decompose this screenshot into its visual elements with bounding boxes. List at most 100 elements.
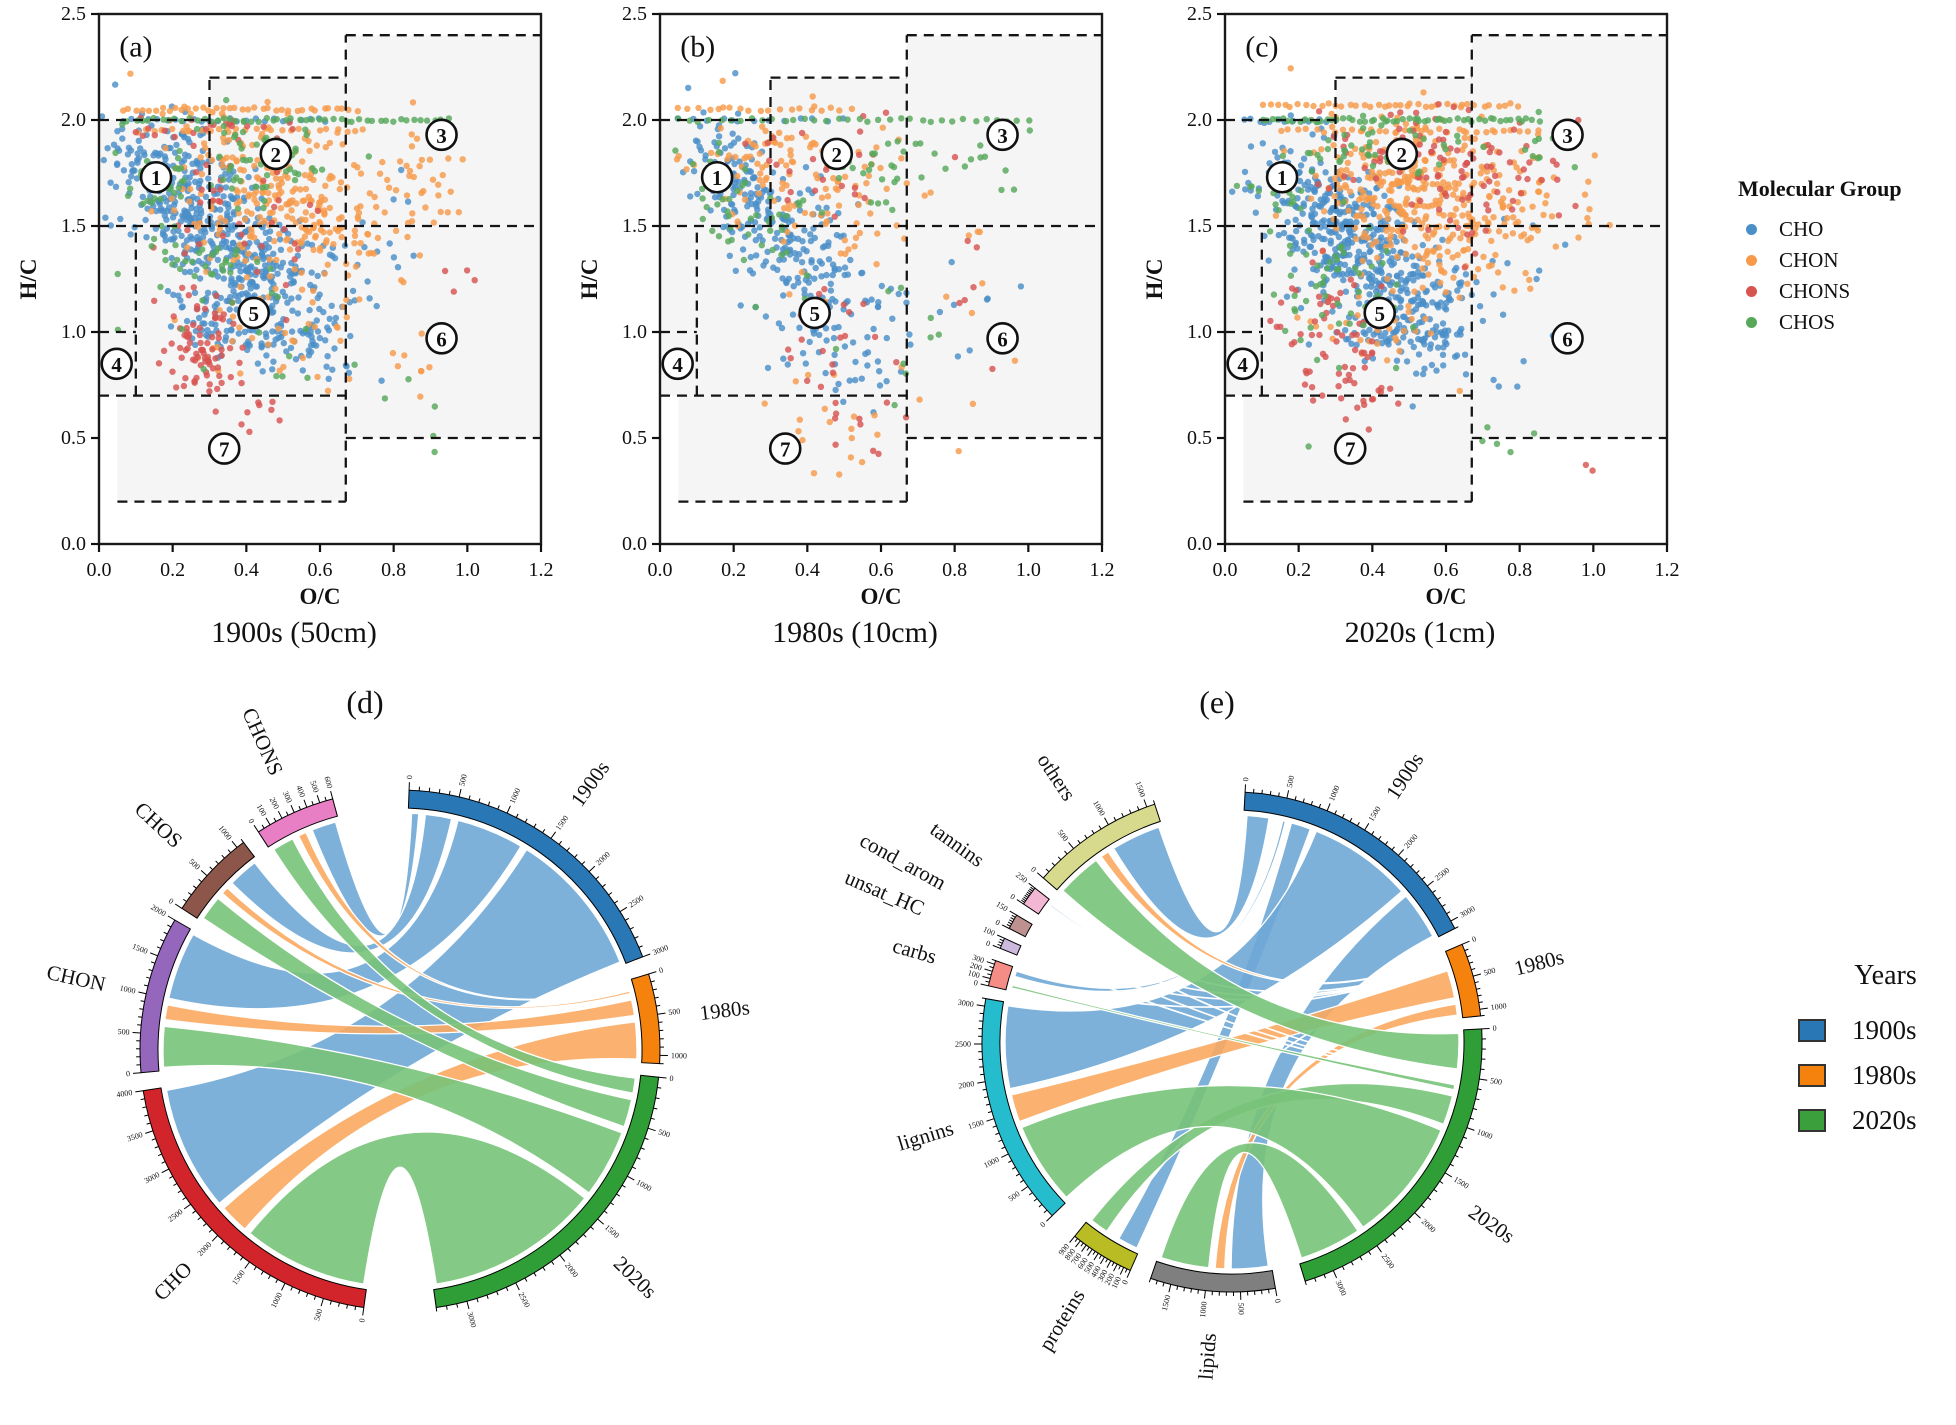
svg-text:0.6: 0.6 xyxy=(869,559,894,581)
sector-label-1900s: 1900s xyxy=(1381,748,1428,803)
chos-marker-icon xyxy=(1746,317,1757,328)
sector-label-2020s: 2020s xyxy=(609,1251,662,1303)
svg-text:500: 500 xyxy=(1285,775,1296,789)
svg-text:7: 7 xyxy=(780,438,791,462)
svg-text:1: 1 xyxy=(1277,166,1288,190)
svg-text:2: 2 xyxy=(1397,143,1408,167)
svg-text:1500: 1500 xyxy=(1160,1294,1173,1312)
legend-item-1980s: 1980s xyxy=(1798,1053,1956,1098)
svg-text:7: 7 xyxy=(1345,438,1356,462)
svg-text:4000: 4000 xyxy=(116,1088,133,1099)
svg-text:1: 1 xyxy=(712,166,723,190)
svg-text:1000: 1000 xyxy=(671,1051,687,1060)
svg-text:200: 200 xyxy=(268,796,281,811)
panel-e-tag: (e) xyxy=(1199,684,1235,720)
svg-text:2.0: 2.0 xyxy=(622,109,647,131)
svg-text:3000: 3000 xyxy=(957,998,974,1009)
legend-item-chons-label: CHONS xyxy=(1779,279,1851,303)
svg-text:500: 500 xyxy=(1236,1303,1245,1315)
svg-text:1.0: 1.0 xyxy=(1187,321,1212,343)
svg-text:2000: 2000 xyxy=(594,850,612,868)
sector-label-lipids: lipids xyxy=(1193,1332,1221,1380)
sector-label-1900s: 1900s xyxy=(566,756,615,811)
svg-text:2000: 2000 xyxy=(196,1240,214,1258)
svg-text:0.0: 0.0 xyxy=(1213,559,1238,581)
svg-text:0: 0 xyxy=(669,1074,674,1083)
svg-text:0.2: 0.2 xyxy=(160,559,185,581)
svg-text:0: 0 xyxy=(994,918,1002,928)
svg-text:3000: 3000 xyxy=(465,1311,478,1329)
svg-text:1.5: 1.5 xyxy=(622,215,647,237)
svg-text:1.2: 1.2 xyxy=(1090,559,1115,581)
svg-text:1000: 1000 xyxy=(1327,784,1341,802)
panel-c-caption: 2020s (1cm) xyxy=(1344,616,1496,649)
series-CHONS xyxy=(132,114,478,435)
2020s-swatch-icon xyxy=(1798,1109,1826,1132)
svg-text:1.0: 1.0 xyxy=(1016,559,1041,581)
svg-text:0: 0 xyxy=(1029,865,1038,874)
svg-text:500: 500 xyxy=(1056,828,1071,843)
svg-text:3: 3 xyxy=(1562,124,1573,148)
svg-text:1.5: 1.5 xyxy=(61,215,86,237)
svg-text:3000: 3000 xyxy=(1334,1279,1349,1297)
svg-text:0: 0 xyxy=(1120,1279,1130,1286)
molecular-group-legend-title: Molecular Group xyxy=(1738,176,1902,201)
svg-text:0.5: 0.5 xyxy=(61,427,86,449)
svg-text:1: 1 xyxy=(151,166,162,190)
svg-text:0: 0 xyxy=(167,896,175,906)
svg-text:6: 6 xyxy=(1562,327,1573,351)
svg-text:(a): (a) xyxy=(119,30,152,63)
sector-label-1980s: 1980s xyxy=(1512,945,1567,981)
svg-text:0: 0 xyxy=(357,1318,366,1323)
svg-text:0: 0 xyxy=(1038,1220,1047,1229)
svg-text:0.4: 0.4 xyxy=(795,559,820,581)
svg-text:100: 100 xyxy=(982,925,997,938)
svg-text:0: 0 xyxy=(1241,777,1250,781)
svg-text:0.2: 0.2 xyxy=(721,559,746,581)
sector-label-CHON: CHON xyxy=(44,960,107,996)
svg-text:2500: 2500 xyxy=(166,1207,184,1224)
svg-text:0: 0 xyxy=(985,939,992,949)
svg-text:0.8: 0.8 xyxy=(942,559,967,581)
svg-text:500: 500 xyxy=(668,1007,681,1018)
legend-item-cho-label: CHO xyxy=(1779,217,1824,241)
sector-label-lignins: lignins xyxy=(895,1116,957,1156)
svg-text:0.0: 0.0 xyxy=(622,533,647,555)
svg-text:500: 500 xyxy=(117,1027,130,1037)
svg-text:500: 500 xyxy=(1483,966,1497,978)
svg-text:1500: 1500 xyxy=(1452,1175,1470,1191)
svg-text:0.2: 0.2 xyxy=(1286,559,1311,581)
years-legend-title: Years xyxy=(1854,960,1917,991)
panel-c-scatter: 1 2 3 4 5 6 7 0.0 0.2 0.4 0.6 0.8 1.0 1.2 0.0 0.5 1.0 1.5… xyxy=(1142,3,1680,609)
svg-text:0.8: 0.8 xyxy=(381,559,406,581)
svg-text:500: 500 xyxy=(457,773,469,787)
svg-text:1000: 1000 xyxy=(1476,1127,1494,1141)
panel-d-tag: (d) xyxy=(346,684,384,720)
legend-item-chon-label: CHON xyxy=(1779,248,1839,272)
panel-b-scatter: 1 2 3 4 5 6 7 0.0 0.2 0.4 0.6 0.8 1.0 1.2 0.0 0.5 1.0 1.5… xyxy=(577,3,1115,609)
svg-text:1000: 1000 xyxy=(217,824,234,842)
svg-text:0: 0 xyxy=(973,978,979,988)
sector-label-tannins: tannins xyxy=(926,817,989,872)
svg-text:1000: 1000 xyxy=(982,1155,1000,1170)
svg-text:3000: 3000 xyxy=(143,1170,161,1185)
legend-item-2020s-label: 2020s xyxy=(1852,1105,1917,1135)
svg-text:0.5: 0.5 xyxy=(622,427,647,449)
svg-text:200: 200 xyxy=(969,960,983,972)
legend-item-cho: CHO xyxy=(1738,214,1902,245)
svg-text:2500: 2500 xyxy=(1433,866,1451,883)
svg-text:(c): (c) xyxy=(1245,30,1278,63)
sector-label-1980s: 1980s xyxy=(698,995,751,1025)
svg-text:0.8: 0.8 xyxy=(1507,559,1532,581)
svg-text:0.4: 0.4 xyxy=(234,559,259,581)
chord-diagram-molecular-groups: 0 500100015002000250030001900s05001000198… xyxy=(44,704,751,1329)
panel-b-caption: 1980s (10cm) xyxy=(772,616,938,649)
svg-text:3: 3 xyxy=(997,124,1008,148)
svg-text:500: 500 xyxy=(657,1127,671,1139)
svg-text:0.6: 0.6 xyxy=(1434,559,1459,581)
svg-text:100: 100 xyxy=(967,968,981,980)
svg-text:5: 5 xyxy=(248,302,259,326)
legend-item-1980s-label: 1980s xyxy=(1852,1060,1917,1090)
svg-text:2: 2 xyxy=(832,143,843,167)
